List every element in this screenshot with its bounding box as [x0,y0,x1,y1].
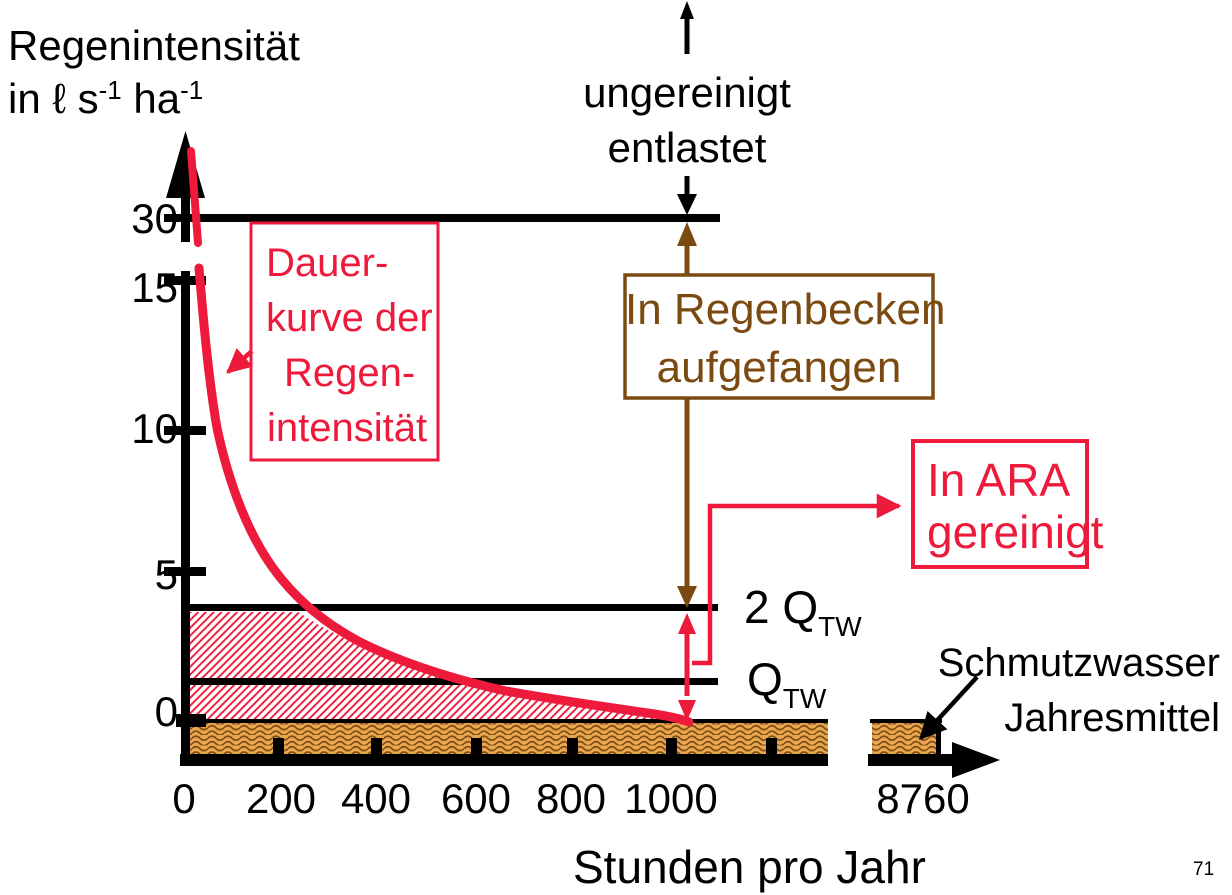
ara-leader-arrow [692,493,902,666]
y-axis-unit-prefix: in ℓ s [8,75,99,122]
x-tick-8760: 8760 [876,775,970,822]
y-axis-unit-sup1: -1 [98,75,122,105]
basin-range-arrow [677,222,697,608]
label-qtw: QTW [747,652,826,714]
sewage-bar-main [190,723,828,754]
y-tick-10: 10 [131,405,178,452]
label-2qtw: 2 QTW [744,580,862,642]
y-tick-0: 0 [154,688,178,735]
page-number: 71 [1193,859,1215,880]
ara-range-arrow [678,613,696,721]
y-axis-unit: in ℓ s-1 ha-1 [8,74,203,124]
x-tick-800: 800 [535,775,607,822]
y-axis-tick-marks [164,276,206,727]
y-axis-arrow-icon [166,131,205,198]
y-tick-30: 30 [131,195,178,242]
line-30 [164,214,720,222]
x-axis-tick-marks [273,738,777,754]
x-tick-200: 200 [245,775,317,822]
ara-treated-hatch-area [190,612,689,722]
label-qtw-main: Q [747,653,783,705]
y-tick-5: 5 [154,551,178,598]
curve-label-line4: intensität [267,406,428,450]
untreated-down-arrow [677,176,697,215]
x-axis-title: Stunden pro Jahr [573,841,926,893]
x-tick-600: 600 [440,775,512,822]
duration-curve-upper [187,147,202,247]
curve-label-line3: Regen- [284,351,416,395]
untreated-label-line1: ungereinigt [583,69,791,116]
x-tick-400: 400 [340,775,412,822]
x-axis [180,738,1000,778]
untreated-up-arrow [680,1,694,54]
sewage-band [187,719,942,754]
duration-curve [194,263,694,727]
basin-box-outline [623,273,935,400]
y-axis-unit-mid: ha [121,75,181,122]
x-tick-1000: 1000 [624,775,718,822]
label-2qtw-main: 2 Q [744,581,819,633]
ara-label-line1: In ARA [927,454,1071,506]
basin-label-line2: aufgefangen [656,343,902,392]
sewage-label-line1: Schmutzwasser [937,641,1220,685]
y-axis-unit-sup2: -1 [180,75,204,105]
y-axis-title: Regenintensität [8,22,300,69]
curve-label-line2: kurve der [266,296,433,340]
ara-label-line2: gereinigt [927,506,1104,558]
curve-label-pointer-arrow [226,348,254,374]
basin-label-line1: In Regenbecken [625,285,946,334]
x-axis-arrow-icon [952,742,1000,778]
ara-box-outline [911,439,1089,569]
untreated-label-line2: entlastet [607,124,767,171]
curve-label-box-outline [249,221,440,462]
x-tick-0: 0 [172,775,196,822]
line-2qtw [187,604,718,611]
sewage-label-line2: Jahresmittel [1004,696,1220,740]
label-2qtw-sub: TW [818,611,862,642]
y-tick-15: 15 [131,264,178,311]
label-qtw-sub: TW [782,683,827,714]
curve-label-line1: Dauer- [266,241,389,285]
sewage-pointer-arrow [919,675,979,740]
